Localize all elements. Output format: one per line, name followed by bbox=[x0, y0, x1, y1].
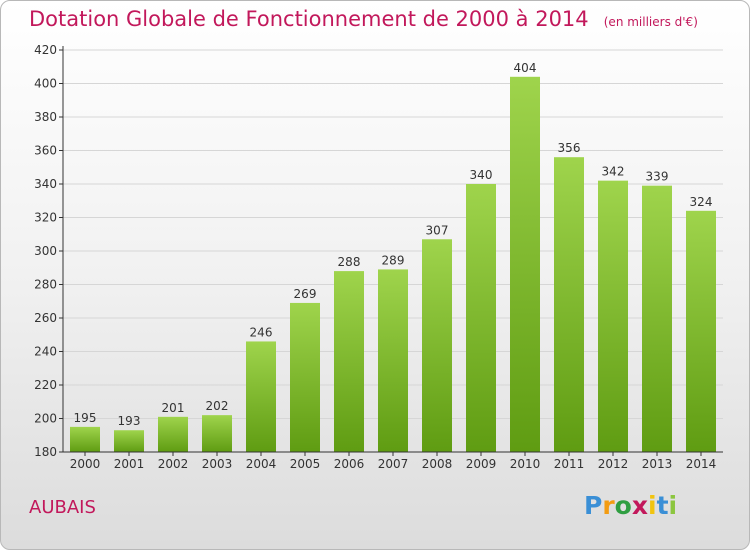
logo-letter: P bbox=[584, 491, 603, 520]
logo-letter: t bbox=[656, 491, 669, 520]
bar bbox=[114, 430, 144, 452]
data-label: 289 bbox=[382, 253, 405, 267]
logo-letter: o bbox=[614, 491, 632, 520]
x-tick-label: 2008 bbox=[422, 457, 453, 471]
logo-letter: i bbox=[648, 491, 657, 520]
y-tick-label: 260 bbox=[34, 311, 57, 325]
y-tick-label: 420 bbox=[34, 43, 57, 57]
x-tick-label: 2002 bbox=[158, 457, 189, 471]
y-tick-label: 360 bbox=[34, 144, 57, 158]
axis-layer: 180 200 220 240 260 280 300 320 340 360 380 400 420 2… bbox=[34, 43, 723, 471]
y-tick-label: 300 bbox=[34, 244, 57, 258]
bar bbox=[598, 180, 628, 452]
data-label: 342 bbox=[602, 165, 625, 179]
data-label: 404 bbox=[514, 61, 537, 75]
y-tick-label: 280 bbox=[34, 278, 57, 292]
y-tick-label: 240 bbox=[34, 345, 57, 359]
y-tick-label: 400 bbox=[34, 77, 57, 91]
x-tick-label: 2004 bbox=[246, 457, 277, 471]
x-tick-label: 2009 bbox=[466, 457, 497, 471]
x-tick-label: 2006 bbox=[334, 457, 365, 471]
x-tick-label: 2010 bbox=[510, 457, 541, 471]
commune-name: AUBAIS bbox=[29, 497, 96, 518]
logo-letter: r bbox=[602, 491, 615, 520]
data-label: 356 bbox=[558, 141, 581, 155]
data-label: 201 bbox=[162, 401, 185, 415]
x-tick-label: 2007 bbox=[378, 457, 409, 471]
logo-letter: x bbox=[631, 491, 648, 520]
bar bbox=[70, 426, 100, 452]
data-label: 246 bbox=[250, 325, 273, 339]
x-tick-label: 2012 bbox=[598, 457, 629, 471]
data-label: 269 bbox=[294, 287, 317, 301]
x-tick-label: 2014 bbox=[686, 457, 717, 471]
data-label: 288 bbox=[338, 255, 361, 269]
bar bbox=[510, 76, 540, 453]
chart-title: Dotation Globale de Fonctionnement de 20… bbox=[29, 7, 589, 31]
data-label: 324 bbox=[690, 195, 713, 209]
data-label: 193 bbox=[118, 414, 141, 428]
y-tick-label: 220 bbox=[34, 378, 57, 392]
y-tick-label: 320 bbox=[34, 211, 57, 225]
proxiti-logo[interactable]: Proxiti bbox=[584, 491, 677, 520]
bar bbox=[202, 415, 232, 452]
data-label: 202 bbox=[206, 399, 229, 413]
bar bbox=[422, 239, 452, 452]
logo-letter: i bbox=[668, 491, 678, 520]
x-tick-label: 2000 bbox=[70, 457, 101, 471]
x-tick-label: 2003 bbox=[202, 457, 233, 471]
bar bbox=[554, 157, 584, 452]
x-tick-label: 2013 bbox=[642, 457, 673, 471]
y-tick-label: 340 bbox=[34, 177, 57, 191]
data-label: 195 bbox=[74, 411, 97, 425]
x-tick-label: 2011 bbox=[554, 457, 585, 471]
label-layer: 195 193 201 202 246 269 288 289 307 340 404 356 342 3… bbox=[74, 61, 713, 428]
bar bbox=[334, 271, 364, 452]
bar bbox=[290, 302, 320, 452]
x-tick-label: 2005 bbox=[290, 457, 321, 471]
bar-layer bbox=[70, 76, 716, 453]
chart-unit: (en milliers d'€) bbox=[603, 15, 698, 29]
bar bbox=[466, 184, 496, 452]
x-tick-label: 2001 bbox=[114, 457, 145, 471]
bar bbox=[246, 341, 276, 452]
data-label: 339 bbox=[646, 170, 669, 184]
data-label: 307 bbox=[426, 223, 449, 237]
bar bbox=[158, 416, 188, 452]
title-row: Dotation Globale de Fonctionnement de 20… bbox=[29, 7, 698, 31]
bar bbox=[378, 269, 408, 452]
y-tick-label: 380 bbox=[34, 110, 57, 124]
bar bbox=[686, 210, 716, 452]
data-label: 340 bbox=[470, 168, 493, 182]
y-tick-label: 180 bbox=[34, 445, 57, 459]
y-tick-label: 200 bbox=[34, 412, 57, 426]
bar bbox=[642, 185, 672, 453]
